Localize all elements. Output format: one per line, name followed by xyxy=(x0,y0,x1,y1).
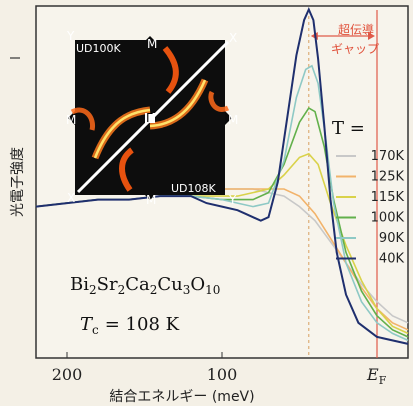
formula-subscript-Cu: 3 xyxy=(183,283,191,297)
x-tick-label-100: 100 xyxy=(207,365,238,384)
tc-subscript: c xyxy=(92,323,99,337)
inset-y-bottom: Y xyxy=(228,193,237,207)
formula-element-Ca: Ca xyxy=(125,274,150,295)
inset-m-right: M xyxy=(228,113,238,127)
legend-title: T = xyxy=(332,118,365,139)
tc-symbol: T xyxy=(80,314,94,335)
series-line-40K xyxy=(35,7,409,345)
inset-m-left: M xyxy=(66,113,76,127)
inset-fermi-map: Y X X Y M M M M Γ UD100K UD108K xyxy=(66,29,238,207)
inset-m-top: M xyxy=(147,37,157,51)
legend-label-100K: 100K xyxy=(371,211,405,226)
legend-label-40K: 40K xyxy=(379,252,405,267)
formula-subscript-Sr: 2 xyxy=(118,283,126,297)
inset-x-bottom: X xyxy=(67,191,75,205)
x-tick-label-200: 200 xyxy=(52,365,83,384)
formula-element-Cu: Cu xyxy=(157,274,182,295)
formula-element-Bi: Bi xyxy=(70,274,89,295)
fermi-axis-label: EF xyxy=(366,365,387,387)
gap-note-line2: ギャップ xyxy=(331,42,379,56)
y-axis-title: 光電子強度 xyxy=(10,147,26,217)
inset-y-top: Y xyxy=(66,29,75,43)
formula-subscript-O: 10 xyxy=(205,283,220,297)
legend-label-170K: 170K xyxy=(371,149,405,164)
x-axis-title: 結合エネルギー (meV) xyxy=(109,389,254,405)
gap-note-line1: 超伝導 xyxy=(338,22,374,37)
inset-m-bottom: M xyxy=(146,193,156,207)
formula-subscript-Ca: 2 xyxy=(150,283,158,297)
fermi-label-e: E xyxy=(366,365,379,384)
series-group xyxy=(35,7,409,345)
tc-value: = 108 K xyxy=(105,314,180,335)
legend-label-115K: 115K xyxy=(371,190,405,205)
formula-subscript-Bi: 2 xyxy=(89,283,97,297)
formula-element-Sr: Sr xyxy=(97,274,118,295)
legend: T = 170K 125K 115K 100K 90K 40K xyxy=(332,118,404,267)
x-axis-ticks: 200 100 xyxy=(52,352,238,384)
legend-label-90K: 90K xyxy=(379,231,405,246)
material-formula: Bi2Sr2Ca2Cu3O10 xyxy=(70,274,220,297)
inset-gamma-box xyxy=(145,113,155,123)
inset-gamma: Γ xyxy=(146,111,153,125)
fermi-label-sub: F xyxy=(379,374,387,387)
inset-x-top: X xyxy=(229,31,237,45)
formula-element-O: O xyxy=(190,274,205,295)
inset-ud108k: UD108K xyxy=(171,182,217,195)
legend-label-125K: 125K xyxy=(371,170,405,185)
tc-label: Tc = 108 K xyxy=(80,314,180,337)
inset-ud100k: UD100K xyxy=(76,42,122,55)
